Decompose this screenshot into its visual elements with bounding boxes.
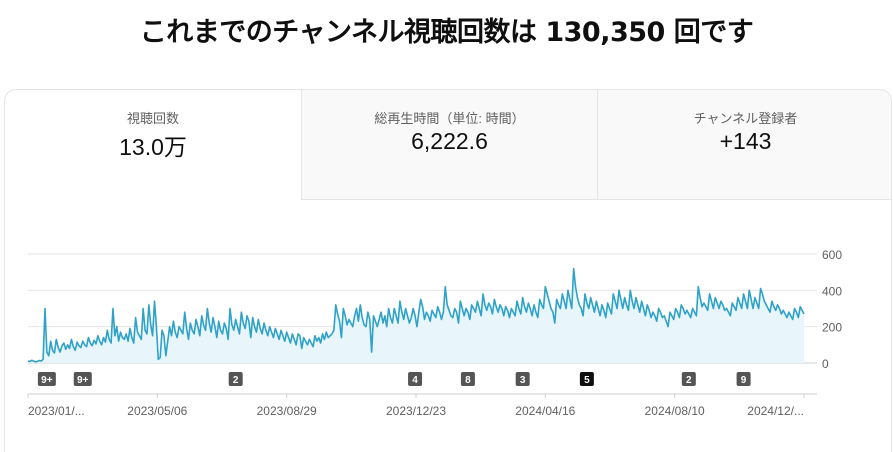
tab-subscribers[interactable]: チャンネル登録者 +143 (597, 90, 891, 200)
y-tick-label: 200 (822, 321, 842, 335)
tab-watch-time-label: 総再生時間（単位: 時間） (374, 111, 525, 126)
x-tick-label: 2024/08/10 (645, 404, 705, 418)
tab-views-value: 13.0万 (119, 134, 187, 160)
event-marker[interactable] (408, 372, 423, 386)
tab-watch-time-value: 6,222.6 (411, 128, 488, 154)
event-marker[interactable] (515, 372, 530, 386)
page-headline: これまでのチャンネル視聴回数は 130,350 回です (139, 17, 754, 48)
event-marker-active[interactable] (579, 372, 594, 386)
event-marker-label: 2 (233, 375, 239, 386)
y-tick-label: 400 (822, 284, 842, 298)
y-tick-label: 0 (822, 357, 829, 371)
x-tick-label: 2024/04/16 (515, 404, 575, 418)
metric-tabs: 視聴回数 13.0万 総再生時間（単位: 時間） 6,222.6 チャンネル登録… (5, 90, 891, 200)
series-line (27, 267, 805, 363)
event-marker[interactable] (460, 372, 475, 386)
event-marker-label: 5 (584, 375, 590, 386)
series-area (28, 268, 804, 363)
event-marker[interactable] (736, 372, 751, 386)
tab-subscribers-value: +143 (719, 128, 772, 154)
tab-watch-time[interactable]: 総再生時間（単位: 時間） 6,222.6 (301, 90, 597, 200)
event-marker-label: 9+ (77, 375, 89, 386)
tab-views[interactable]: 視聴回数 13.0万 (5, 90, 301, 200)
event-marker[interactable] (37, 372, 56, 386)
analytics-card: 視聴回数 13.0万 総再生時間（単位: 時間） 6,222.6 チャンネル登録… (4, 89, 892, 452)
x-tick-label: 2024/12/... (747, 404, 804, 418)
tab-views-label: 視聴回数 (126, 111, 179, 126)
event-marker[interactable] (228, 372, 243, 386)
event-marker[interactable] (681, 372, 696, 386)
y-tick-label: 600 (822, 248, 842, 262)
event-marker-label: 2 (686, 375, 692, 386)
event-marker-label: 9 (741, 375, 747, 386)
tab-subscribers-label: チャンネル登録者 (693, 111, 798, 126)
x-tick-label: 2023/08/29 (257, 404, 317, 418)
x-tick-label: 2023/01/... (28, 404, 85, 418)
event-marker[interactable] (73, 372, 92, 386)
event-marker-label: 4 (412, 375, 418, 386)
event-marker-label: 9+ (41, 375, 53, 386)
x-tick-label: 2023/05/06 (127, 404, 187, 418)
event-marker-label: 3 (520, 375, 526, 386)
event-marker-label: 8 (465, 375, 471, 386)
x-tick-label: 2023/12/23 (386, 404, 446, 418)
